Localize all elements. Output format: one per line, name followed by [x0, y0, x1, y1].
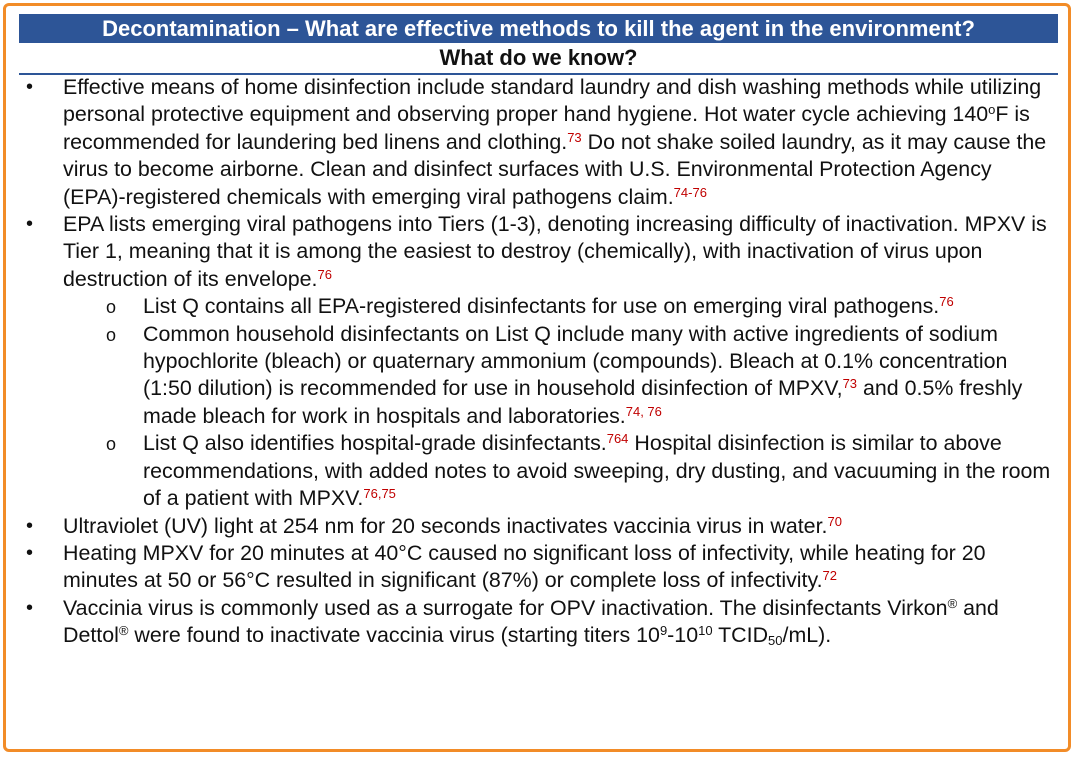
bullet-icon: • — [26, 541, 34, 564]
bullet-item: • EPA lists emerging viral pathogens int… — [19, 211, 1059, 293]
content-body: • Effective means of home disinfection i… — [19, 74, 1059, 650]
registered-mark: ® — [118, 623, 129, 639]
registered-mark: ® — [947, 595, 958, 611]
bullet-icon: • — [26, 76, 34, 98]
bullet-text: Do not shake soiled laundry, as it may c… — [63, 129, 1047, 209]
bullet-text: F is recommended for laundering bed line… — [63, 102, 1030, 154]
exponent: 10 — [698, 623, 713, 639]
sub-bullet-item: o Common household disinfectants on List… — [19, 321, 1059, 431]
reference-link[interactable]: 73 — [842, 376, 858, 392]
bullet-text: Vaccinia virus is commonly used as a sur… — [63, 595, 948, 620]
degree-mark: o — [988, 102, 996, 118]
bullet-item: • Heating MPXV for 20 minutes at 40°C ca… — [19, 540, 1059, 595]
bullet-text: Heating MPXV for 20 minutes at 40°C caus… — [63, 540, 986, 593]
reference-link[interactable]: 73 — [567, 129, 582, 145]
reference-link[interactable]: 74, 76 — [625, 403, 662, 419]
sub-bullet-text: and 0.5% freshly made bleach for work in… — [143, 376, 1023, 428]
bullet-item: • Vaccinia virus is commonly used as a s… — [19, 595, 1059, 650]
reference-link[interactable]: 70 — [827, 513, 842, 529]
bullet-text: Ultraviolet (UV) light at 254 nm for 20 … — [63, 513, 828, 538]
sub-bullet-text: Common household disinfectants on List Q… — [143, 321, 1008, 401]
reference-link[interactable]: 76 — [317, 266, 332, 282]
reference-link[interactable]: 76 — [939, 294, 954, 310]
section-title: Decontamination – What are effective met… — [19, 14, 1058, 43]
sub-bullet-text: List Q also identifies hospital-grade di… — [143, 431, 607, 456]
bullet-text: EPA lists emerging viral pathogens into … — [63, 212, 1047, 291]
sub-bullet-text: List Q contains all EPA-registered disin… — [143, 294, 940, 319]
reference-link[interactable]: 72 — [822, 568, 838, 584]
exponent: 9 — [659, 623, 668, 639]
bullet-item: • Effective means of home disinfection i… — [19, 74, 1059, 211]
bullet-text: TCID — [712, 623, 769, 648]
bullet-text: /mL). — [782, 623, 832, 648]
bullet-text: were found to inactivate vaccinia virus … — [128, 623, 660, 648]
sub-bullet-icon: o — [106, 434, 117, 455]
bullet-text: and Dettol — [63, 595, 999, 648]
sub-bullet-icon: o — [106, 324, 117, 345]
sub-bullet-item: o List Q also identifies hospital-grade … — [19, 430, 1059, 512]
bullet-icon: • — [26, 596, 34, 619]
sub-bullet-item: o List Q contains all EPA-registered dis… — [19, 293, 1059, 320]
bullet-list: • Effective means of home disinfection i… — [19, 74, 1059, 650]
sub-bullet-icon: o — [106, 297, 117, 318]
bullet-text: Effective means of home disinfection inc… — [63, 75, 1042, 127]
document-frame — [3, 3, 1071, 752]
sub-bullet-text: Hospital disinfection is similar to abov… — [143, 431, 1051, 511]
bullet-text: -10 — [667, 623, 699, 648]
subscript: 50 — [768, 633, 783, 649]
section-subtitle: What do we know? — [19, 43, 1058, 75]
bullet-icon: • — [26, 213, 34, 236]
bullet-item: • Ultraviolet (UV) light at 254 nm for 2… — [19, 513, 1059, 540]
reference-link[interactable]: 76,75 — [363, 486, 396, 502]
bullet-icon: • — [26, 514, 34, 537]
reference-link[interactable]: 74-76 — [673, 184, 707, 200]
reference-link[interactable]: 764 — [606, 431, 629, 447]
